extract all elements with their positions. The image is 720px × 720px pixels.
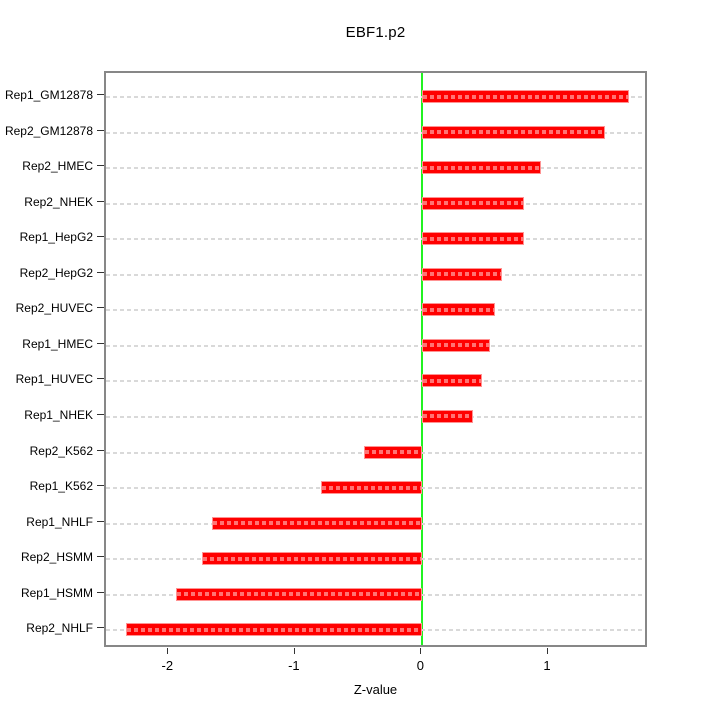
category-label: Rep1_HUVEC bbox=[15, 372, 93, 387]
y-tick bbox=[97, 271, 104, 273]
bar-Rep2_GM12878 bbox=[422, 125, 605, 139]
gridline bbox=[106, 202, 645, 205]
category-label: Rep1_HSMM bbox=[20, 585, 93, 600]
gridline bbox=[106, 380, 645, 383]
bar-Rep2_HepG2 bbox=[422, 267, 503, 281]
y-tick bbox=[97, 378, 104, 380]
bar-Rep2_K562 bbox=[364, 445, 423, 459]
category-label: Rep1_NHLF bbox=[26, 514, 93, 529]
category-label: Rep2_K562 bbox=[29, 443, 93, 458]
category-label: Rep1_NHEK bbox=[24, 407, 93, 422]
y-tick bbox=[97, 94, 104, 95]
bar-Rep1_GM12878 bbox=[422, 90, 629, 103]
gridline bbox=[106, 344, 645, 347]
y-tick bbox=[97, 342, 104, 344]
x-tick-label: -2 bbox=[161, 658, 174, 673]
category-label: Rep2_HMEC bbox=[22, 159, 93, 174]
category-label: Rep1_GM12878 bbox=[4, 88, 93, 102]
bar-Rep2_HUVEC bbox=[422, 303, 495, 317]
gridline bbox=[106, 273, 645, 276]
bar-Rep1_HepG2 bbox=[422, 232, 524, 246]
x-tick bbox=[167, 648, 169, 654]
gridline bbox=[106, 167, 645, 170]
y-tick bbox=[97, 129, 104, 131]
y-tick bbox=[97, 236, 104, 238]
y-tick bbox=[97, 591, 104, 593]
x-tick bbox=[547, 648, 548, 654]
category-label: Rep2_NHLF bbox=[26, 621, 93, 636]
plot-area bbox=[104, 71, 647, 647]
gridline bbox=[106, 131, 645, 134]
bar-Rep1_HUVEC bbox=[422, 374, 482, 388]
category-label: Rep2_HSMM bbox=[20, 550, 93, 565]
gridline bbox=[106, 238, 645, 241]
zero-reference-line bbox=[421, 73, 424, 645]
chart-title: EBF1.p2 bbox=[345, 24, 406, 41]
y-tick bbox=[97, 485, 104, 487]
category-label: Rep2_HepG2 bbox=[19, 265, 93, 280]
y-tick bbox=[97, 307, 104, 309]
y-tick bbox=[97, 449, 104, 451]
y-tick bbox=[97, 556, 104, 558]
x-tick-label: -1 bbox=[288, 658, 300, 673]
y-tick bbox=[97, 520, 104, 522]
y-tick bbox=[97, 627, 104, 629]
bar-Rep1_NHLF bbox=[212, 516, 423, 530]
bar-Rep2_HMEC bbox=[422, 161, 542, 175]
plot-inner bbox=[106, 73, 645, 645]
bar-Rep1_HMEC bbox=[422, 338, 490, 352]
y-tick bbox=[97, 413, 104, 415]
gridline bbox=[106, 96, 645, 98]
x-tick-label: 1 bbox=[543, 658, 551, 673]
category-label: Rep2_GM12878 bbox=[4, 123, 93, 138]
x-tick bbox=[293, 648, 295, 654]
gridline bbox=[106, 309, 645, 312]
bar-Rep2_NHEK bbox=[422, 196, 524, 210]
category-label: Rep2_NHEK bbox=[24, 194, 93, 209]
category-label: Rep1_HepG2 bbox=[19, 230, 93, 245]
y-tick bbox=[97, 200, 104, 202]
x-tick bbox=[420, 648, 422, 654]
category-label: Rep2_HUVEC bbox=[15, 301, 93, 316]
bar-Rep1_HSMM bbox=[175, 587, 423, 601]
bar-Rep1_K562 bbox=[321, 481, 423, 495]
bar-Rep2_NHLF bbox=[126, 623, 423, 637]
gridline bbox=[106, 415, 645, 418]
category-label: Rep1_HMEC bbox=[22, 336, 93, 351]
bar-Rep1_NHEK bbox=[422, 409, 474, 423]
x-axis-label: Z-value bbox=[353, 682, 398, 697]
category-label: Rep1_K562 bbox=[29, 479, 93, 494]
bar-Rep2_HSMM bbox=[202, 552, 423, 566]
x-tick-label: 0 bbox=[416, 658, 425, 673]
y-tick bbox=[97, 165, 104, 167]
